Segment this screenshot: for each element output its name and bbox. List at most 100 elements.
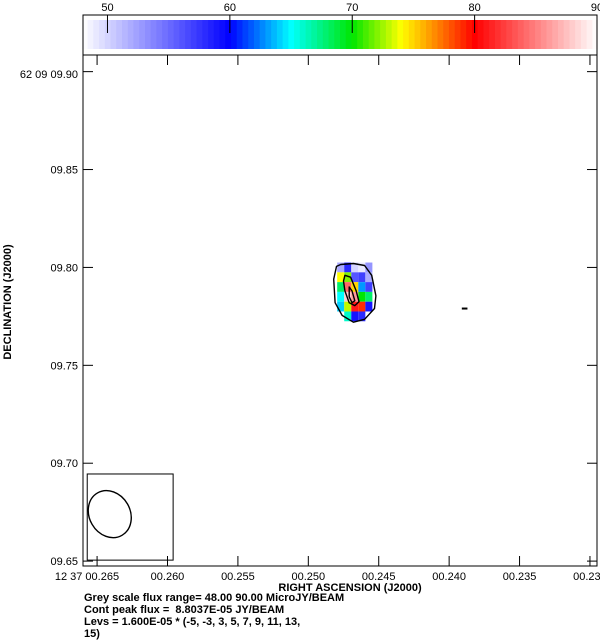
x-axis-label: RIGHT ASCENSION (J2000): [278, 582, 422, 594]
colorbar-swatch: [368, 20, 376, 49]
colorbar-tick-label: 60: [224, 2, 236, 14]
y-tick-label: 09.85: [50, 165, 78, 177]
colorbar-tick-label: 90: [591, 2, 600, 14]
colorbar-swatch: [122, 20, 129, 49]
colorbar-swatch: [259, 20, 267, 49]
map-pixel: [337, 301, 345, 312]
colorbar-swatch: [305, 20, 312, 49]
colorbar-swatch: [563, 20, 571, 49]
colorbar-swatch: [575, 20, 582, 49]
map-pixel: [365, 291, 373, 302]
colorbar-swatch: [328, 20, 335, 49]
colorbar-swatch: [202, 20, 209, 49]
colorbar-swatch: [242, 20, 249, 49]
contour-level-3: [333, 262, 377, 323]
map-pixel: [344, 262, 352, 273]
colorbar-swatch: [139, 20, 146, 49]
y-top-label: 62 09 09.90: [20, 69, 78, 81]
colorbar-swatch: [529, 20, 536, 49]
colorbar-swatch: [408, 20, 416, 49]
colorbar-swatch: [213, 20, 221, 49]
colorbar-swatch: [104, 20, 112, 49]
colorbar-swatch: [162, 20, 169, 49]
map-pixel: [358, 301, 366, 312]
y-tick-label: 09.70: [50, 458, 78, 470]
map-pixel: [358, 262, 366, 273]
map-pixel: [351, 272, 359, 283]
colorbar-swatch: [580, 20, 588, 49]
colorbar-swatch: [253, 20, 261, 49]
colorbar-swatch: [317, 20, 324, 49]
y-tick-label: 09.75: [50, 360, 78, 372]
colorbar-swatch: [231, 20, 238, 49]
colorbar-swatch: [397, 20, 404, 49]
contour-level-5: [342, 274, 360, 307]
x-tick-label: 00.255: [221, 571, 255, 583]
colorbar-swatch: [420, 20, 427, 49]
colorbar-swatch: [391, 20, 398, 49]
colorbar-swatch: [557, 20, 565, 49]
x-tick-label: 00.230: [573, 571, 600, 583]
colorbar-swatch: [517, 20, 525, 49]
peak-flux-note: Cont peak flux = 8.8037E-05 JY/BEAM: [84, 604, 285, 616]
map-pixel: [351, 262, 359, 273]
colorbar-swatch: [443, 20, 450, 49]
colorbar-swatch: [448, 20, 456, 49]
colorbar-swatch: [271, 20, 278, 49]
colorbar-swatch: [76, 20, 83, 49]
x-tick-label: 00.250: [291, 571, 325, 583]
beam-box: [86, 473, 174, 561]
colorbar-swatch: [431, 20, 439, 49]
colorbar-swatch: [110, 20, 117, 49]
colorbar-swatch: [454, 20, 462, 49]
colorbar-swatch: [179, 20, 186, 49]
colorbar-swatch: [70, 20, 77, 49]
colorbar-swatch: [299, 20, 307, 49]
map-pixel: [344, 282, 352, 292]
colorbar-swatch: [248, 20, 255, 49]
map-notes: Grey scale flux range= 48.00 90.00 Micro…: [84, 592, 344, 640]
colorbar-swatch: [127, 20, 135, 49]
colorbar-swatch: [276, 20, 284, 49]
colorbar-swatch: [362, 20, 370, 49]
colorbar-swatch: [523, 20, 530, 49]
colorbar-swatch: [185, 20, 192, 49]
map-pixel: [337, 262, 345, 273]
colorbar-swatch: [380, 20, 387, 49]
colorbar-swatch: [87, 20, 94, 49]
map-pixel: [365, 272, 373, 283]
colorbar-swatch: [357, 20, 364, 49]
colorbar-swatch: [414, 20, 421, 49]
colorbar-tick-label: 50: [101, 2, 113, 14]
y-axis-ticks: 09.65 09.70 09.75 09.80 09.85: [50, 71, 597, 568]
map-pixel: [365, 301, 373, 312]
colorbar-tick-label: 70: [346, 2, 358, 14]
colorbar-swatch: [167, 20, 175, 49]
colorbar-swatch: [173, 20, 180, 49]
colorbar-swatch: [500, 20, 507, 49]
colorbar-swatch: [288, 20, 295, 49]
colorbar-swatch: [150, 20, 158, 49]
colorbar-swatch: [282, 20, 289, 49]
colorbar-swatch: [99, 20, 106, 49]
x-axis-ticks: 12 37 00.265 00.260 00.255 00.250 00.245 00.2…: [55, 55, 600, 583]
colorbar-swatch: [334, 20, 341, 49]
colorbar-swatch: [345, 20, 353, 49]
map-pixel: [365, 262, 373, 273]
colorbar-swatch: [460, 20, 467, 49]
plot-frame: [82, 54, 598, 567]
colorbar-swatch: [546, 20, 553, 49]
map-pixel: [344, 301, 352, 312]
heatmap-pixels: [337, 262, 373, 322]
colorbar-swatch: [144, 20, 152, 49]
map-pixel: [337, 272, 345, 283]
colorbar-swatch: [535, 20, 542, 49]
colorbar-swatch: [156, 20, 163, 49]
colorbar-swatch: [311, 20, 318, 49]
map-pixel: [344, 272, 352, 283]
colorbar-swatch: [225, 20, 232, 49]
colorbar-swatch: [512, 20, 519, 49]
flux-range-note: Grey scale flux range= 48.00 90.00 Micro…: [84, 592, 345, 604]
colorbar-swatch: [489, 20, 496, 49]
